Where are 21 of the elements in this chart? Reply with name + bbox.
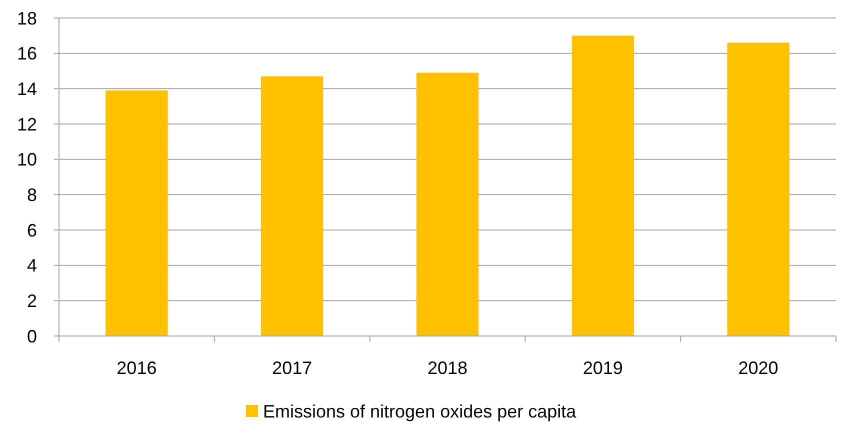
x-tick-label: 2017: [272, 358, 312, 378]
x-tick-label: 2016: [116, 358, 157, 378]
bar: [572, 36, 634, 336]
y-tick-label: 6: [26, 220, 37, 240]
y-tick-label: 4: [26, 256, 37, 276]
x-tick-label: 2020: [738, 358, 778, 378]
y-tick-label: 8: [26, 184, 37, 205]
bar: [261, 76, 324, 336]
y-tick-label: 12: [16, 114, 37, 134]
y-tick-label: 14: [16, 78, 37, 99]
bar: [416, 72, 479, 336]
y-tick-label: 10: [16, 150, 37, 170]
bar: [106, 90, 168, 336]
y-tick-label: 16: [16, 44, 37, 64]
y-tick-label: 18: [16, 8, 37, 28]
legend-label: Emissions of nitrogen oxides per capita: [263, 401, 578, 422]
y-tick-label: 0: [26, 326, 37, 346]
bar: [727, 42, 790, 336]
x-tick-label: 2019: [582, 358, 623, 378]
x-tick-label: 2018: [427, 358, 468, 378]
y-tick-label: 2: [26, 290, 37, 311]
